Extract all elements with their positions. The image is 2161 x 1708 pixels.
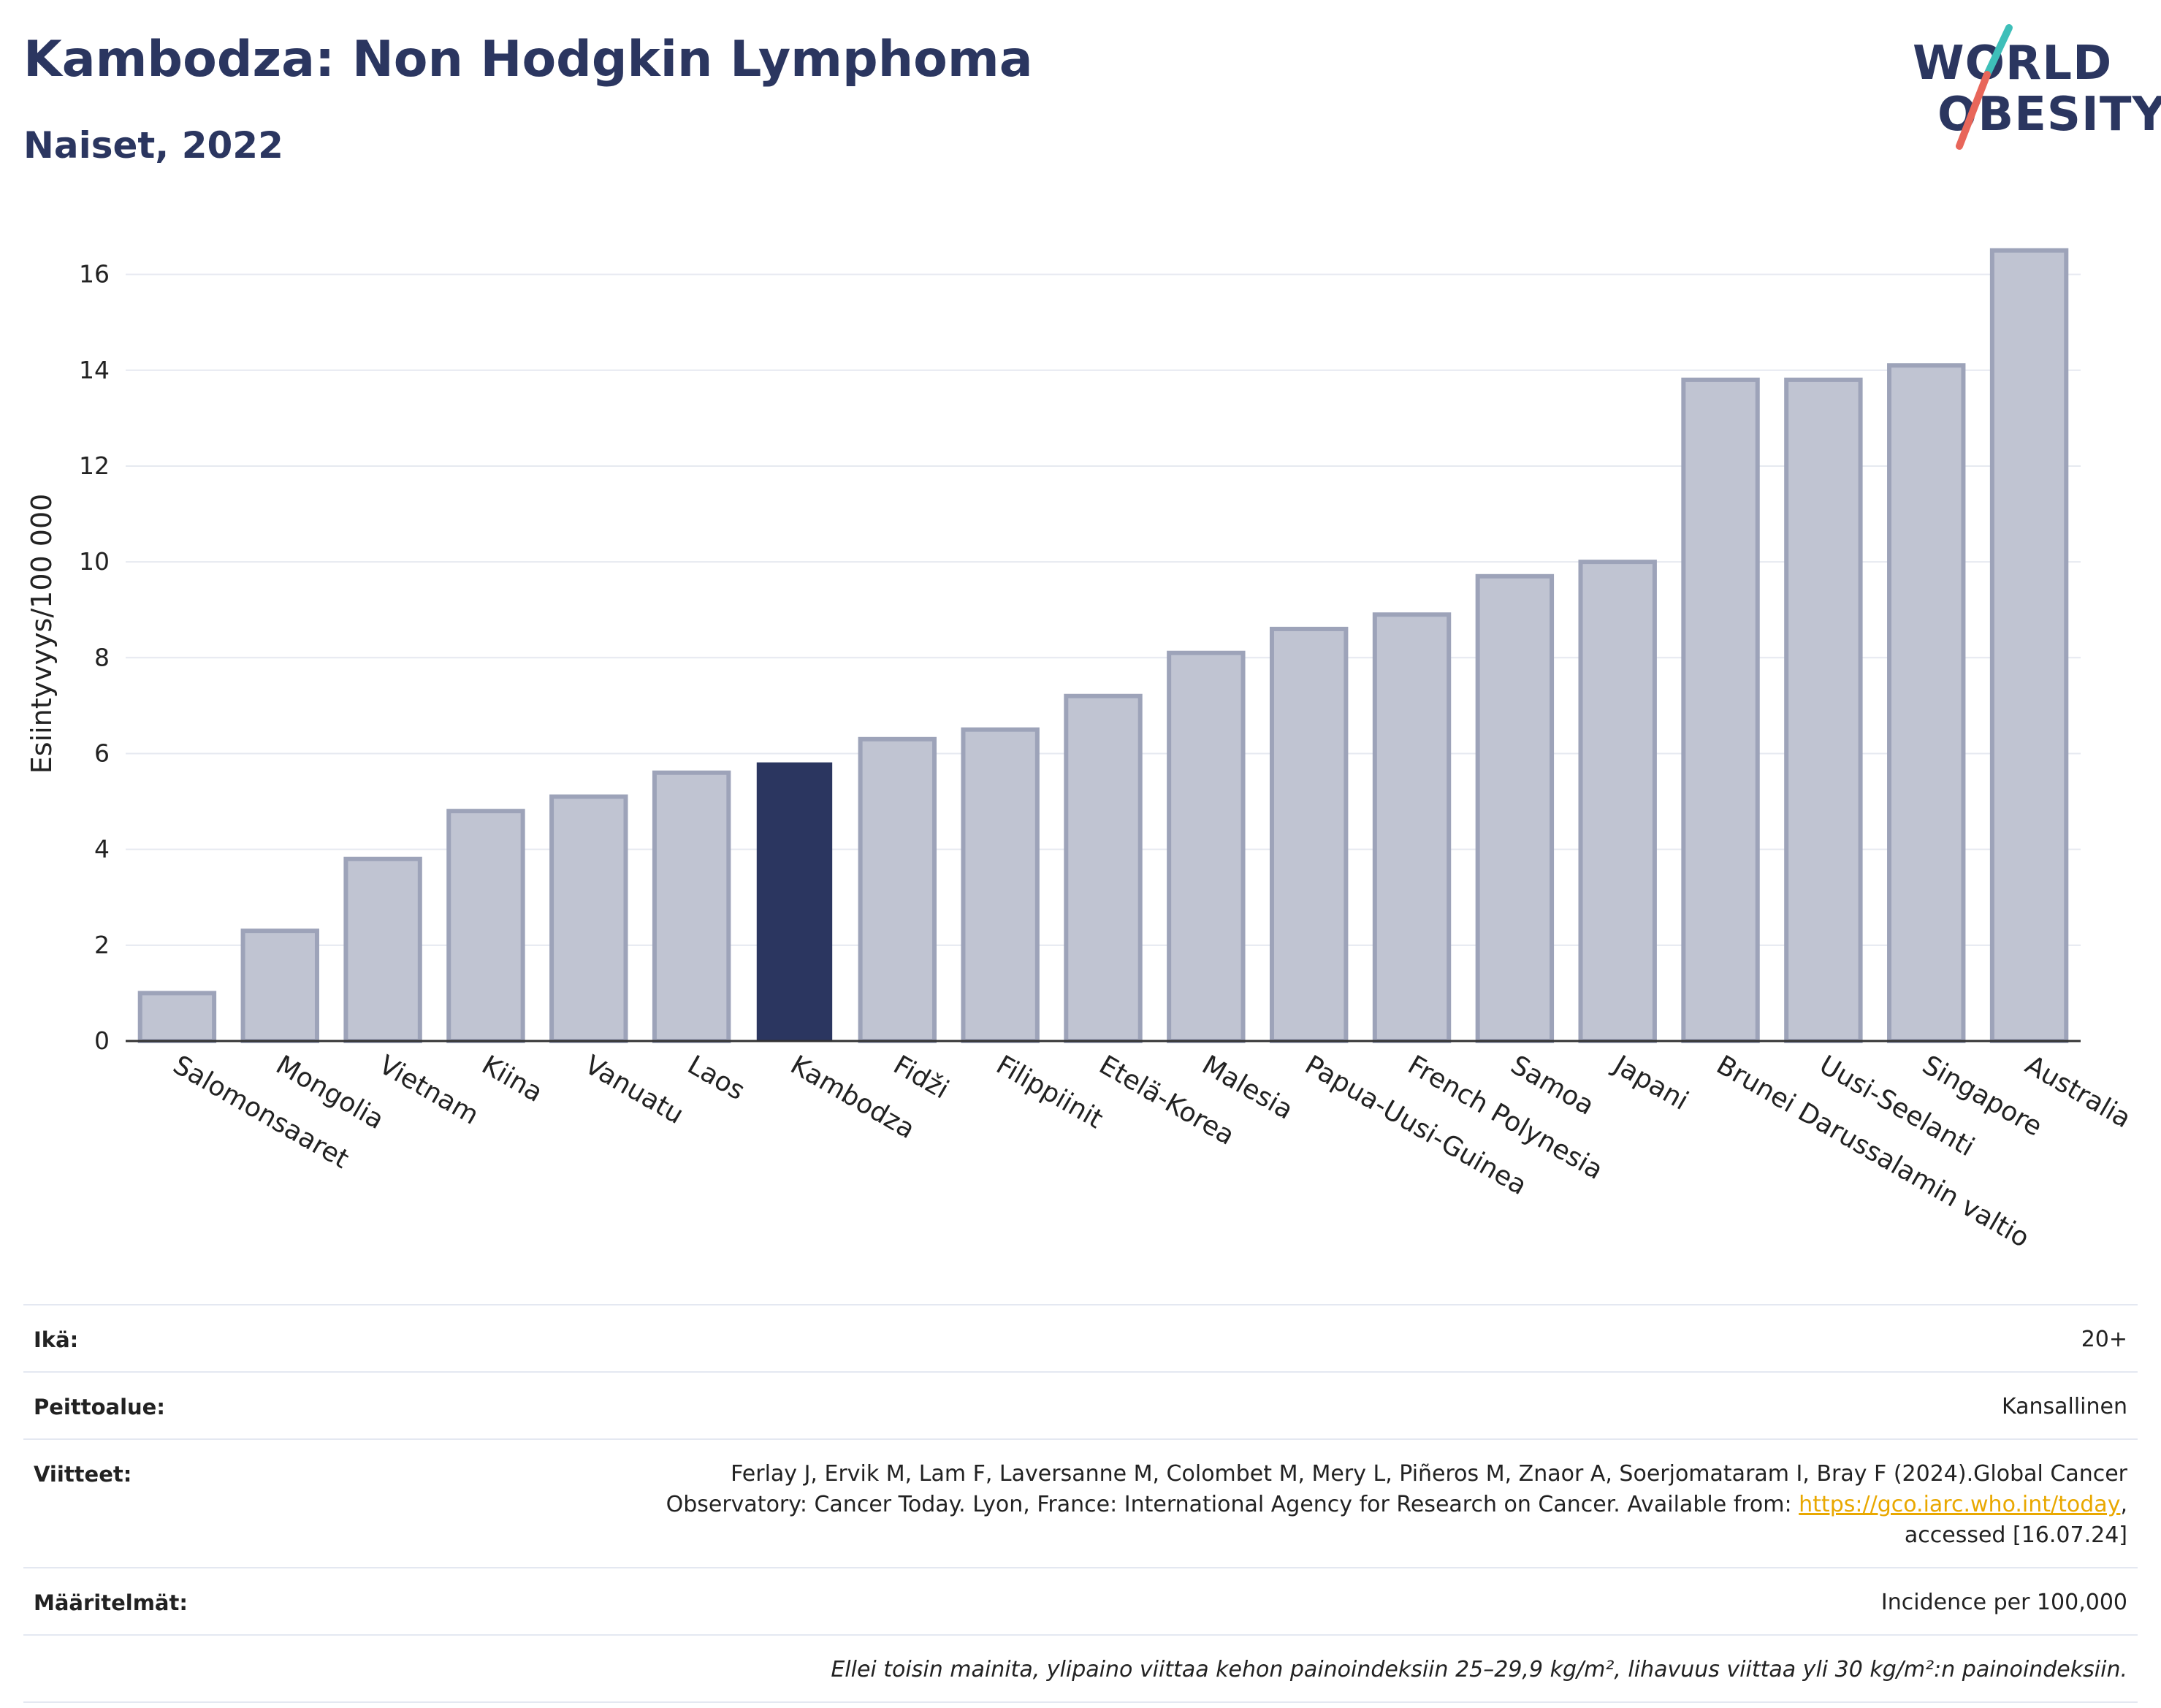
references-line3: accessed [16.07.24]	[1904, 1522, 2127, 1548]
info-row-references: Viitteet: Ferlay J, Ervik M, Lam F, Lave…	[23, 1438, 2138, 1567]
bar	[1784, 377, 1863, 1044]
references-line1: Ferlay J, Ervik M, Lam F, Laversanne M, …	[731, 1461, 2127, 1487]
y-axis-label: Esiintyvyys/100 000	[26, 494, 58, 774]
bar	[1989, 248, 2069, 1044]
references-link[interactable]: https://gco.iarc.who.int/today	[1799, 1492, 2121, 1517]
y-tick-label: 2	[94, 931, 110, 959]
bar	[652, 770, 731, 1043]
bar	[1064, 693, 1143, 1043]
page-subtitle: Naiset, 2022	[23, 124, 283, 167]
bar	[1475, 573, 1555, 1043]
x-tick-label: Filippiinit	[991, 1050, 1108, 1135]
info-table: Ikä: 20+ Peittoalue: Kansallinen Viittee…	[23, 1304, 2138, 1703]
bar	[1887, 363, 1966, 1044]
info-row-age: Ikä: 20+	[23, 1304, 2138, 1371]
age-value: 20+	[2081, 1327, 2127, 1352]
bar	[549, 794, 628, 1043]
bar	[1372, 612, 1452, 1043]
bar	[858, 736, 937, 1043]
x-tick-label: Vietnam	[374, 1050, 484, 1131]
references-line2-end: ,	[2120, 1492, 2127, 1517]
coverage-value: Kansallinen	[2001, 1394, 2127, 1419]
bar	[137, 991, 217, 1043]
age-label: Ikä:	[34, 1327, 79, 1352]
x-tick-label: Fidži	[888, 1050, 954, 1105]
bar	[1578, 560, 1657, 1043]
y-tick-label: 8	[94, 643, 110, 671]
definitions-value: Incidence per 100,000	[1880, 1590, 2127, 1615]
bar	[343, 856, 422, 1043]
x-tick-label: Salomonsaaret	[168, 1050, 354, 1175]
x-tick-label: Laos	[682, 1050, 750, 1106]
coverage-label: Peittoalue:	[34, 1395, 165, 1419]
references-value: Ferlay J, Ervik M, Lam F, Laversanne M, …	[666, 1459, 2127, 1551]
bar	[756, 762, 833, 1042]
y-tick-label: 0	[94, 1026, 110, 1055]
bar-chart: 0 2 4 6 8 10 12 14 16 Esiintyvyys/100 000 Salomons…	[26, 248, 2135, 1254]
info-row-coverage: Peittoalue: Kansallinen	[23, 1371, 2138, 1438]
bar	[446, 809, 525, 1043]
y-tick-label: 10	[79, 547, 110, 576]
bar	[240, 929, 319, 1044]
y-tick-label: 6	[94, 739, 110, 767]
bar	[1269, 626, 1349, 1043]
page-title: Kambodza: Non Hodgkin Lymphoma	[23, 31, 1033, 88]
info-row-definitions: Määritelmät: Incidence per 100,000	[23, 1567, 2138, 1634]
logo-line1: WORLD	[1913, 37, 2113, 91]
y-tick-label: 16	[79, 260, 110, 289]
definitions-label: Määritelmät:	[34, 1590, 188, 1615]
y-tick-label: 12	[79, 451, 110, 480]
y-tick-label: 4	[94, 835, 110, 863]
x-tick-label: Kiina	[476, 1050, 547, 1108]
x-tick-label: Japani	[1607, 1049, 1693, 1116]
references-line2: Observatory: Cancer Today. Lyon, France:…	[666, 1492, 1799, 1517]
footnote: Ellei toisin mainita, ylipaino viittaa k…	[831, 1657, 2127, 1682]
bar	[1167, 650, 1246, 1043]
world-obesity-logo: WORLD OBESITY	[1899, 22, 2161, 153]
info-row-note: Ellei toisin mainita, ylipaino viittaa k…	[23, 1634, 2138, 1703]
y-tick-label: 14	[79, 356, 110, 384]
bar	[1681, 377, 1760, 1044]
bar	[961, 727, 1040, 1043]
logo-slash-icon	[1956, 24, 2013, 150]
references-label: Viitteet:	[34, 1462, 132, 1487]
x-tick-label: Vanuatu	[579, 1050, 688, 1130]
